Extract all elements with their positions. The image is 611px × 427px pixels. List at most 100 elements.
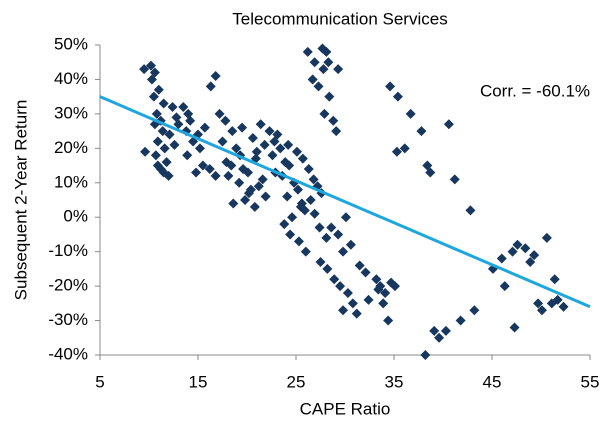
scatter-point	[182, 150, 193, 161]
scatter-point	[305, 195, 316, 205]
scatter-point	[405, 108, 416, 119]
scatter-point	[512, 239, 523, 250]
scatter-point	[158, 167, 169, 178]
scatter-point	[536, 305, 547, 316]
scatter-point	[549, 274, 560, 285]
scatter-point	[251, 146, 262, 157]
scatter-point	[385, 81, 396, 92]
scatter-point	[338, 246, 349, 257]
scatter-point	[167, 102, 178, 112]
scatter-point	[279, 219, 290, 230]
scatter-point	[313, 81, 324, 92]
scatter-point	[315, 257, 326, 267]
scatter-point	[309, 57, 320, 68]
scatter-point	[309, 208, 320, 219]
scatter-point	[342, 288, 353, 298]
scatter-point	[152, 136, 163, 147]
scatter-point	[220, 115, 231, 126]
scatter-point	[247, 133, 258, 143]
y-tick-label: 0%	[63, 207, 88, 226]
scatter-point	[331, 126, 342, 137]
scatter-point	[465, 205, 476, 216]
scatter-point	[363, 294, 374, 305]
scatter-point	[161, 157, 172, 168]
scatter-point	[214, 108, 225, 119]
scatter-point	[318, 64, 329, 75]
scatter-point	[302, 46, 313, 57]
scatter-point	[275, 143, 286, 154]
scatter-point	[520, 243, 531, 254]
scatter-point	[307, 74, 318, 85]
scatter-point	[326, 222, 337, 233]
scatter-point	[392, 91, 403, 102]
scatter-point	[303, 164, 314, 174]
scatter-point	[378, 298, 389, 309]
scatter-point	[440, 325, 451, 336]
scatter-point	[351, 308, 362, 319]
annotation: Corr. = -60.1%	[480, 81, 590, 100]
scatter-point	[243, 188, 254, 199]
scatter-point	[300, 246, 311, 257]
y-tick-label: -10%	[48, 241, 88, 260]
scatter-point	[546, 298, 557, 309]
scatter-point	[324, 91, 335, 102]
scatter-point	[529, 250, 540, 261]
scatter-point	[533, 298, 544, 309]
scatter-point	[371, 274, 382, 285]
scatter-point	[164, 129, 175, 140]
scatter-point	[416, 126, 427, 137]
scatter-point	[227, 126, 238, 137]
scatter-point	[525, 257, 536, 267]
scatter-point	[297, 153, 308, 164]
scatter-point	[169, 139, 180, 150]
y-tick-label: -30%	[48, 310, 88, 329]
scatter-point	[197, 160, 208, 171]
scatter-point	[150, 150, 161, 161]
scatter-point	[333, 64, 344, 75]
scatter-point	[228, 198, 239, 209]
scatter-point	[153, 84, 164, 95]
scatter-point	[264, 126, 275, 137]
scatter-point	[231, 143, 242, 154]
scatter-point	[139, 64, 150, 75]
scatter-point	[205, 81, 216, 92]
x-axis-label: CAPE Ratio	[300, 399, 391, 418]
x-tick-label: 35	[385, 372, 404, 391]
x-tick-label: 25	[287, 372, 306, 391]
scatter-point	[223, 170, 234, 181]
scatter-point	[210, 170, 221, 181]
scatter-point	[328, 115, 339, 126]
scatter-point	[321, 232, 332, 243]
scatter-point	[338, 305, 349, 316]
scatter-point	[140, 146, 151, 157]
y-tick-label: 40%	[54, 69, 88, 88]
scatter-point	[159, 143, 170, 154]
scatter-point	[321, 46, 332, 57]
scatter-point	[295, 201, 306, 212]
scatter-point	[173, 119, 184, 130]
scatter-point	[380, 288, 391, 298]
scatter-point	[360, 267, 371, 278]
scatter-point	[507, 246, 518, 257]
scatter-point	[217, 136, 228, 147]
scatter-point	[226, 160, 237, 171]
scatter-point	[148, 91, 159, 102]
scatter-point	[199, 122, 210, 133]
scatter-point	[157, 126, 168, 137]
scatter-point	[558, 301, 569, 312]
scatter-point	[345, 239, 356, 250]
scatter-point	[420, 350, 431, 360]
y-tick-label: -40%	[48, 344, 88, 363]
scatter-point	[259, 139, 270, 150]
scatter-point	[191, 167, 202, 178]
scatter-point	[434, 332, 445, 343]
y-tick-label: 20%	[54, 138, 88, 157]
scatter-point	[443, 119, 454, 130]
scatter-point	[391, 146, 402, 157]
y-tick-label: 50%	[54, 34, 88, 53]
x-tick-label: 5	[95, 372, 104, 391]
scatter-point	[314, 222, 325, 233]
scatter-point	[333, 229, 344, 240]
